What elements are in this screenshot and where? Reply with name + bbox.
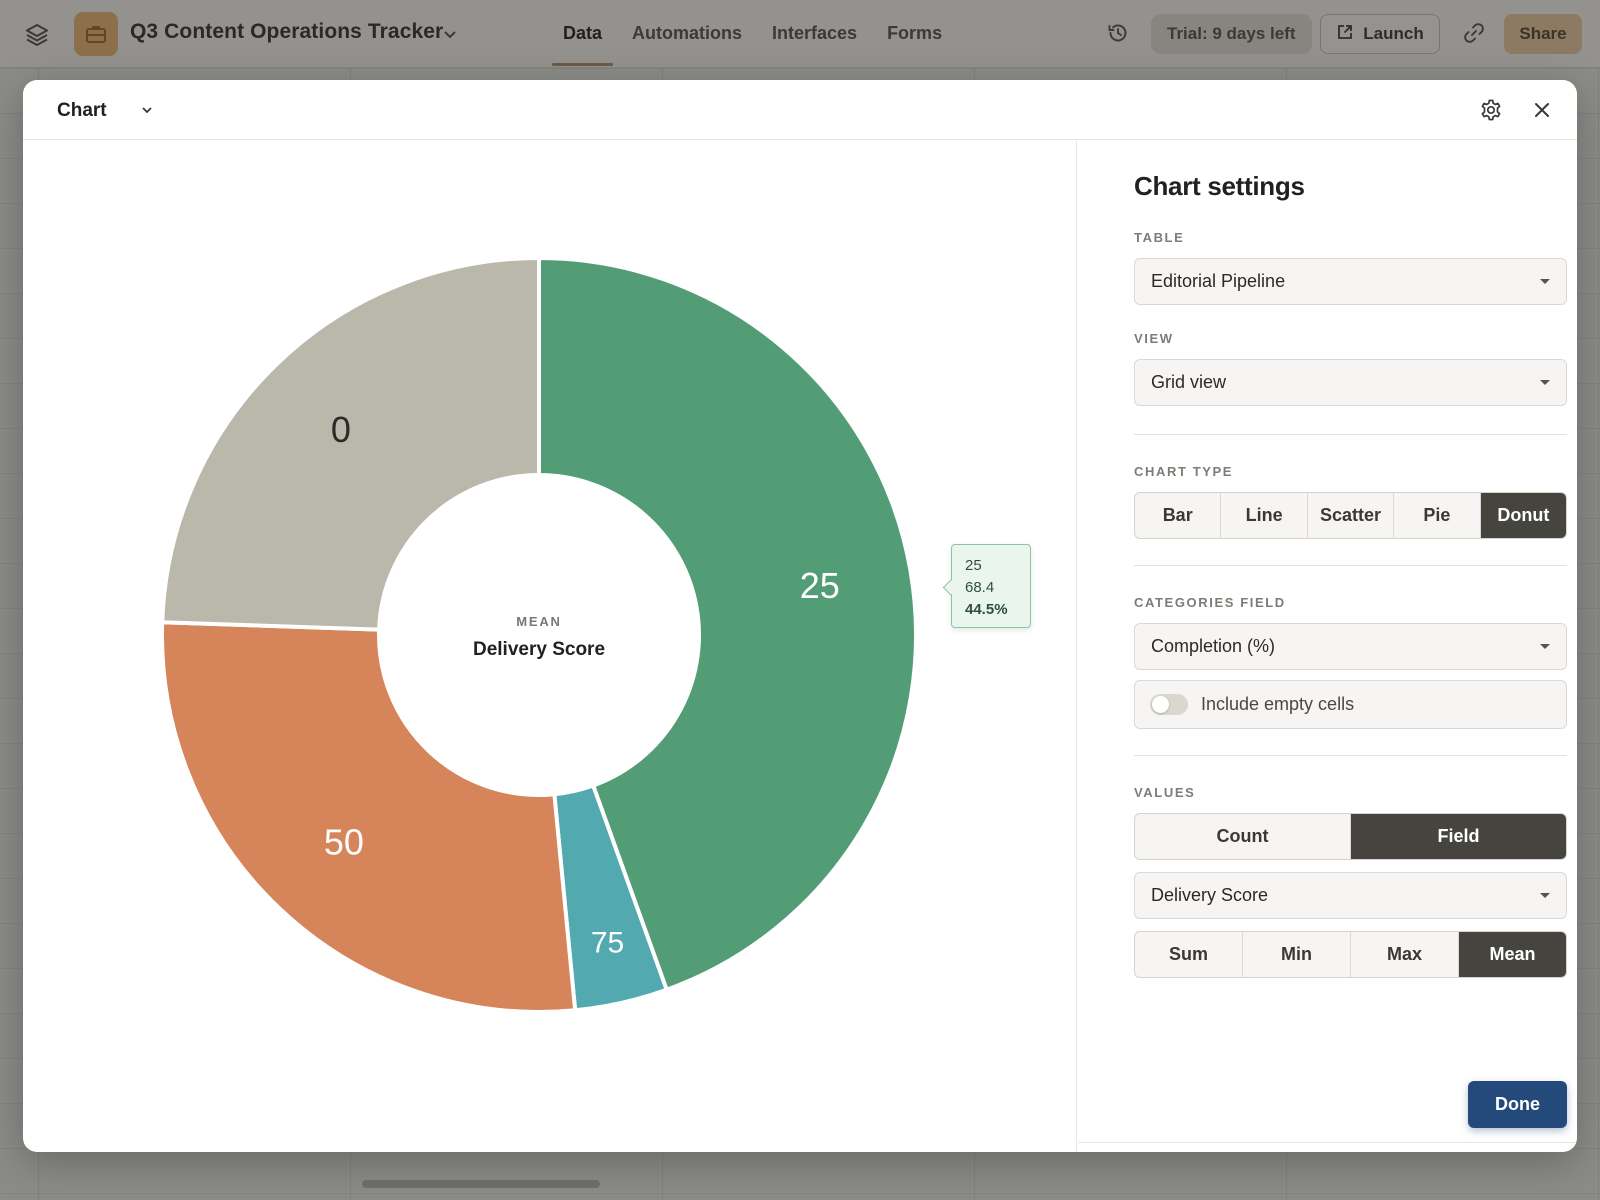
nav-forms[interactable]: Forms bbox=[887, 23, 943, 43]
donut-slice-label-0: 0 bbox=[331, 409, 351, 450]
view-select-value: Grid view bbox=[1151, 372, 1227, 392]
divider bbox=[1134, 565, 1567, 566]
donut-slice-0[interactable] bbox=[160, 256, 541, 632]
launch-label: Launch bbox=[1363, 24, 1424, 43]
aggregation-selector: Sum Min Max Mean bbox=[1134, 931, 1567, 978]
chevron-down-icon[interactable] bbox=[440, 24, 460, 44]
chart-type-scatter[interactable]: Scatter bbox=[1308, 493, 1395, 538]
categories-field-select[interactable]: Completion (%) bbox=[1134, 623, 1567, 670]
footer-divider bbox=[1078, 1142, 1577, 1143]
modal-title[interactable]: Chart bbox=[57, 100, 107, 121]
caret-down-icon bbox=[1540, 279, 1550, 284]
value-field-select[interactable]: Delivery Score bbox=[1134, 872, 1567, 919]
gear-icon[interactable] bbox=[1479, 98, 1503, 122]
values-label: VALUES bbox=[1134, 785, 1196, 800]
chart-type-selector: Bar Line Scatter Pie Donut bbox=[1134, 492, 1567, 539]
include-empty-row: Include empty cells bbox=[1134, 680, 1567, 729]
aggregation-mean[interactable]: Mean bbox=[1459, 932, 1566, 977]
tooltip-category: 25 bbox=[965, 557, 982, 574]
donut-chart: 25 75 50 0 MEAN Delivery Score bbox=[160, 256, 918, 1014]
categories-field-value: Completion (%) bbox=[1151, 636, 1276, 656]
launch-button[interactable]: Launch bbox=[1320, 14, 1440, 54]
table-label: TABLE bbox=[1134, 230, 1185, 245]
tooltip-percent: 44.5% bbox=[965, 601, 1008, 618]
top-nav: Data Automations Interfaces Forms bbox=[548, 0, 957, 68]
settings-heading: Chart settings bbox=[1134, 171, 1305, 201]
background-scrollbar bbox=[362, 1180, 600, 1188]
donut-center-title: Delivery Score bbox=[473, 639, 605, 660]
donut-slice-label-75: 75 bbox=[591, 926, 624, 959]
modal-header: Chart bbox=[23, 80, 1577, 140]
tooltip-value: 68.4 bbox=[965, 579, 995, 596]
divider bbox=[1134, 755, 1567, 756]
chart-area: 25 75 50 0 MEAN Delivery Score bbox=[23, 141, 1077, 1152]
donut-slice-label-25: 25 bbox=[800, 565, 840, 606]
trial-badge[interactable]: Trial: 9 days left bbox=[1151, 14, 1312, 54]
donut-center-caption: MEAN bbox=[516, 614, 561, 629]
app-topbar: Q3 Content Operations Tracker Data Autom… bbox=[0, 0, 1600, 68]
chart-type-bar[interactable]: Bar bbox=[1135, 493, 1222, 538]
done-button[interactable]: Done bbox=[1468, 1081, 1567, 1128]
chart-modal: Chart 25 75 50 0 MEAN Delivery Score 25 68.… bbox=[23, 80, 1577, 1152]
close-icon[interactable] bbox=[1531, 99, 1553, 121]
table-select[interactable]: Editorial Pipeline bbox=[1134, 258, 1567, 305]
categories-field-label: CATEGORIES FIELD bbox=[1134, 595, 1286, 610]
value-mode-selector: Count Field bbox=[1134, 813, 1567, 860]
external-link-icon bbox=[1336, 23, 1354, 46]
briefcase-icon[interactable] bbox=[74, 12, 118, 56]
nav-automations[interactable]: Automations bbox=[632, 23, 743, 43]
chevron-down-icon[interactable] bbox=[139, 102, 155, 118]
donut-slice-label-50: 50 bbox=[324, 822, 364, 863]
chart-settings-panel: Chart settings TABLE Editorial Pipeline … bbox=[1078, 141, 1577, 1152]
value-mode-count[interactable]: Count bbox=[1135, 814, 1351, 859]
value-field-value: Delivery Score bbox=[1151, 885, 1269, 905]
share-button[interactable]: Share bbox=[1504, 14, 1582, 54]
chart-type-pie[interactable]: Pie bbox=[1394, 493, 1481, 538]
link-icon[interactable] bbox=[1462, 21, 1486, 45]
caret-down-icon bbox=[1540, 644, 1550, 649]
aggregation-min[interactable]: Min bbox=[1243, 932, 1351, 977]
include-empty-label: Include empty cells bbox=[1201, 694, 1355, 714]
layers-icon[interactable] bbox=[22, 20, 52, 50]
chart-type-label: CHART TYPE bbox=[1134, 464, 1234, 479]
history-icon[interactable] bbox=[1106, 21, 1130, 45]
view-label: VIEW bbox=[1134, 331, 1174, 346]
chart-tooltip: 25 68.4 44.5% bbox=[951, 544, 1031, 628]
include-empty-toggle[interactable] bbox=[1150, 694, 1188, 715]
chart-type-line[interactable]: Line bbox=[1221, 493, 1308, 538]
nav-interfaces[interactable]: Interfaces bbox=[772, 23, 858, 43]
chart-type-donut[interactable]: Donut bbox=[1480, 493, 1566, 538]
aggregation-sum[interactable]: Sum bbox=[1135, 932, 1243, 977]
base-title[interactable]: Q3 Content Operations Tracker bbox=[130, 20, 444, 43]
donut-slice-50[interactable] bbox=[160, 620, 578, 1014]
caret-down-icon bbox=[1540, 893, 1550, 898]
divider bbox=[1134, 434, 1567, 435]
view-select[interactable]: Grid view bbox=[1134, 359, 1567, 406]
aggregation-max[interactable]: Max bbox=[1351, 932, 1459, 977]
table-select-value: Editorial Pipeline bbox=[1151, 271, 1286, 291]
nav-data[interactable]: Data bbox=[548, 0, 617, 68]
value-mode-field[interactable]: Field bbox=[1351, 814, 1566, 859]
caret-down-icon bbox=[1540, 380, 1550, 385]
donut-slice-25[interactable] bbox=[537, 256, 918, 992]
